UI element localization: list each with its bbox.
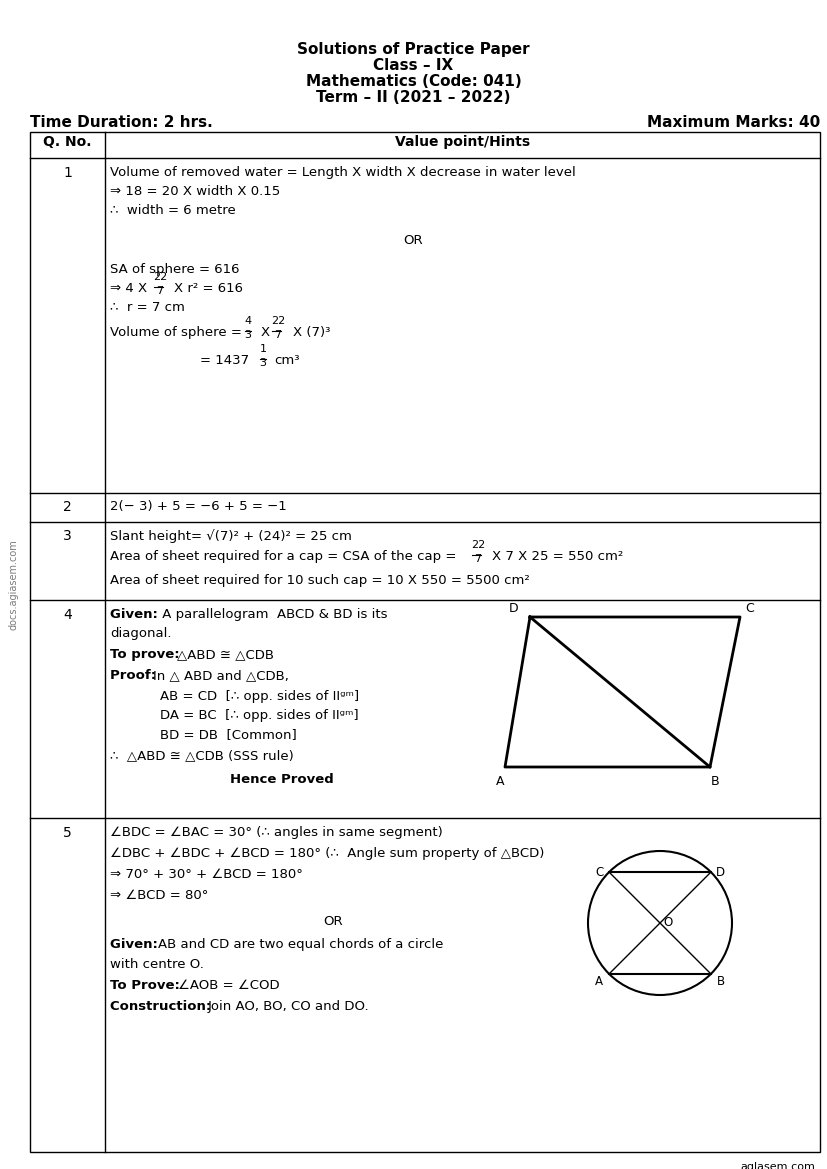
Text: = 1437: = 1437 (200, 354, 249, 367)
Text: In △ ABD and △CDB,: In △ ABD and △CDB, (153, 669, 289, 682)
Text: 22: 22 (153, 272, 167, 282)
Text: 7: 7 (475, 554, 481, 563)
Text: ⇒ 18 = 20 X width X 0.15: ⇒ 18 = 20 X width X 0.15 (110, 185, 280, 198)
Text: docs.agiasem.com: docs.agiasem.com (9, 539, 19, 630)
Text: Class – IX: Class – IX (373, 58, 454, 72)
Text: ⇒ 4 X: ⇒ 4 X (110, 282, 147, 295)
Text: C: C (745, 602, 753, 615)
Text: 4: 4 (245, 316, 251, 326)
Text: Mathematics (Code: 041): Mathematics (Code: 041) (306, 74, 521, 89)
Text: X: X (261, 326, 270, 339)
Text: Q. No.: Q. No. (43, 134, 92, 148)
Text: △ABD ≅ △CDB: △ABD ≅ △CDB (177, 648, 274, 660)
Text: Construction:: Construction: (110, 999, 216, 1014)
Text: Time Duration: 2 hrs.: Time Duration: 2 hrs. (30, 115, 213, 130)
Text: X r² = 616: X r² = 616 (174, 282, 243, 295)
Text: 1: 1 (260, 344, 266, 354)
Text: DA = BC  [∴ opp. sides of IIᵍᵐ]: DA = BC [∴ opp. sides of IIᵍᵐ] (160, 710, 359, 722)
Bar (30, 132, 820, 1151)
Text: 3: 3 (63, 530, 72, 542)
Text: cm³: cm³ (274, 354, 299, 367)
Text: ∴  r = 7 cm: ∴ r = 7 cm (110, 300, 185, 314)
Text: Proof:: Proof: (110, 669, 160, 682)
Text: Given:: Given: (110, 608, 162, 621)
Text: 3: 3 (260, 358, 266, 368)
Text: aglasem.com: aglasem.com (740, 1162, 815, 1169)
Text: SA of sphere = 616: SA of sphere = 616 (110, 263, 240, 276)
Text: 7: 7 (156, 286, 164, 296)
Text: ∠AOB = ∠COD: ∠AOB = ∠COD (178, 978, 280, 992)
Text: Area of sheet required for a cap = CSA of the cap =: Area of sheet required for a cap = CSA o… (110, 549, 457, 563)
Text: Area of sheet required for 10 such cap = 10 X 550 = 5500 cm²: Area of sheet required for 10 such cap =… (110, 574, 530, 587)
Text: B: B (710, 775, 719, 788)
Text: Value point/Hints: Value point/Hints (395, 134, 530, 148)
Text: 2(− 3) + 5 = −6 + 5 = −1: 2(− 3) + 5 = −6 + 5 = −1 (110, 500, 287, 513)
Text: AB and CD are two equal chords of a circle: AB and CD are two equal chords of a circ… (158, 938, 443, 952)
Text: To prove:: To prove: (110, 648, 184, 660)
Text: 7: 7 (275, 330, 281, 340)
Text: ∠DBC + ∠BDC + ∠BCD = 180° (∴  Angle sum property of △BCD): ∠DBC + ∠BDC + ∠BCD = 180° (∴ Angle sum p… (110, 848, 544, 860)
Text: A: A (595, 975, 603, 989)
Text: Slant height= √(7)² + (24)² = 25 cm: Slant height= √(7)² + (24)² = 25 cm (110, 530, 351, 542)
Text: AB = CD  [∴ opp. sides of IIᵍᵐ]: AB = CD [∴ opp. sides of IIᵍᵐ] (160, 690, 359, 703)
Text: Join AO, BO, CO and DO.: Join AO, BO, CO and DO. (208, 999, 370, 1014)
Text: 4: 4 (63, 608, 72, 622)
Text: 5: 5 (63, 826, 72, 841)
Text: Maximum Marks: 40: Maximum Marks: 40 (647, 115, 820, 130)
Text: BD = DB  [Common]: BD = DB [Common] (160, 728, 297, 741)
Text: 2: 2 (63, 500, 72, 514)
Text: ⇒ 70° + 30° + ∠BCD = 180°: ⇒ 70° + 30° + ∠BCD = 180° (110, 869, 303, 881)
Text: 3: 3 (245, 330, 251, 340)
Text: ⇒ ∠BCD = 80°: ⇒ ∠BCD = 80° (110, 888, 208, 902)
Text: 1: 1 (63, 166, 72, 180)
Text: 22: 22 (271, 316, 285, 326)
Text: Volume of removed water = Length X width X decrease in water level: Volume of removed water = Length X width… (110, 166, 576, 179)
Text: with centre O.: with centre O. (110, 959, 204, 971)
Text: Given:: Given: (110, 938, 162, 952)
Text: OR: OR (404, 235, 423, 248)
Text: Hence Proved: Hence Proved (230, 773, 334, 786)
Text: Volume of sphere =: Volume of sphere = (110, 326, 241, 339)
Text: O: O (663, 916, 672, 929)
Text: B: B (717, 975, 725, 989)
Text: Solutions of Practice Paper: Solutions of Practice Paper (297, 42, 530, 57)
Text: OR: OR (323, 915, 343, 928)
Text: A parallelogram  ABCD & BD is its: A parallelogram ABCD & BD is its (158, 608, 388, 621)
Text: ∴  width = 6 metre: ∴ width = 6 metre (110, 205, 236, 217)
Text: Term – II (2021 – 2022): Term – II (2021 – 2022) (316, 90, 511, 105)
Text: ∴  △ABD ≅ △CDB (SSS rule): ∴ △ABD ≅ △CDB (SSS rule) (110, 749, 294, 762)
Text: X 7 X 25 = 550 cm²: X 7 X 25 = 550 cm² (492, 549, 624, 563)
Text: A: A (495, 775, 504, 788)
Text: diagonal.: diagonal. (110, 627, 171, 639)
Text: To Prove:: To Prove: (110, 978, 184, 992)
Text: 22: 22 (471, 540, 485, 549)
Text: C: C (595, 865, 603, 879)
Text: ∠BDC = ∠BAC = 30° (∴ angles in same segment): ∠BDC = ∠BAC = 30° (∴ angles in same segm… (110, 826, 442, 839)
Text: X (7)³: X (7)³ (293, 326, 330, 339)
Text: D: D (716, 865, 725, 879)
Text: D: D (509, 602, 518, 615)
